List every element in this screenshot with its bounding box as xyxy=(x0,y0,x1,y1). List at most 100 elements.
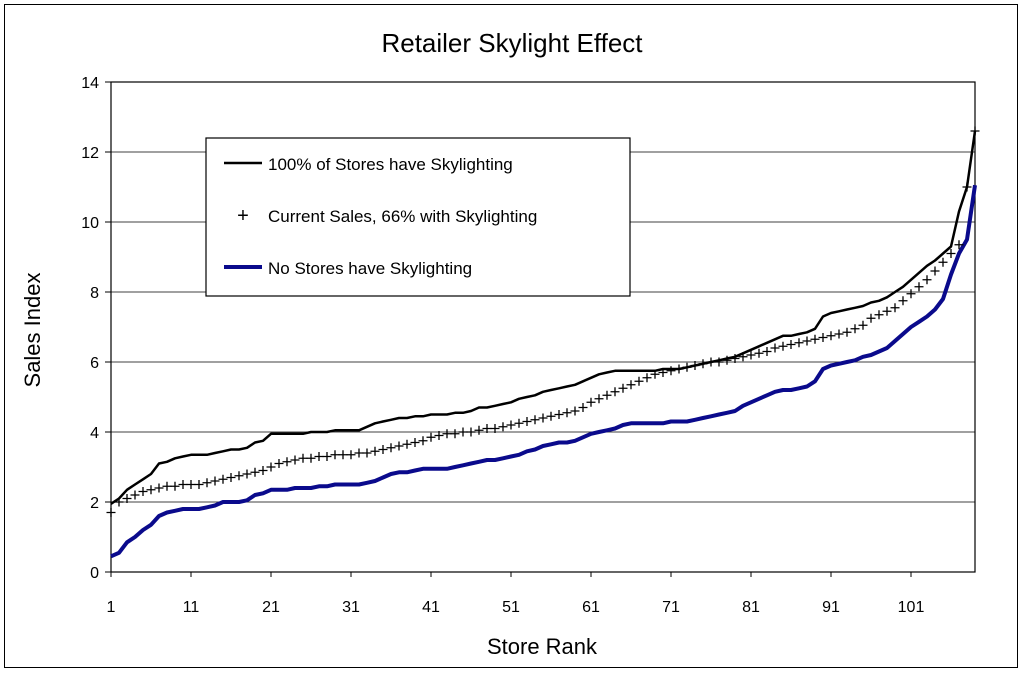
current-sales-marker xyxy=(658,368,668,377)
current-sales-marker xyxy=(914,282,924,292)
current-sales-marker xyxy=(922,275,932,285)
current-sales-marker xyxy=(450,429,460,439)
y-axis-ticks: 0 2 4 6 8 10 12 14 xyxy=(81,75,111,582)
x-tick-label: 11 xyxy=(183,599,200,616)
current-sales-marker xyxy=(306,453,316,463)
current-sales-marker xyxy=(706,357,716,367)
current-sales-marker xyxy=(530,415,540,425)
current-sales-marker xyxy=(898,296,908,306)
current-sales-marker xyxy=(194,480,204,489)
series-no-skylighting-line xyxy=(110,184,977,559)
x-tick-label: 101 xyxy=(898,599,925,616)
y-tick-label: 8 xyxy=(90,285,99,302)
x-tick-label: 91 xyxy=(822,599,840,616)
current-sales-marker xyxy=(506,420,516,430)
current-sales-marker xyxy=(186,480,196,489)
current-sales-marker xyxy=(482,424,492,433)
current-sales-marker xyxy=(426,432,436,442)
current-sales-marker xyxy=(938,257,948,267)
y-tick-label: 6 xyxy=(90,355,99,372)
current-sales-marker xyxy=(330,450,340,460)
current-sales-marker xyxy=(282,457,292,467)
x-tick-label: 61 xyxy=(582,599,600,616)
legend-label-none: No Stores have Skylighting xyxy=(268,259,472,278)
series-layer xyxy=(106,126,980,559)
current-sales-marker xyxy=(834,329,844,339)
current-sales-marker xyxy=(178,480,188,489)
current-sales-marker xyxy=(250,467,260,477)
y-tick-label: 0 xyxy=(90,565,99,582)
series-100pct-skylighting-line xyxy=(110,130,977,505)
current-sales-marker xyxy=(386,443,396,453)
current-sales-marker xyxy=(314,452,324,461)
x-axis-label: Store Rank xyxy=(487,634,598,659)
current-sales-marker xyxy=(578,403,588,412)
y-tick-label: 4 xyxy=(90,425,99,442)
chart-frame xyxy=(4,4,1018,668)
current-sales-marker xyxy=(138,487,148,496)
x-tick-label: 81 xyxy=(742,599,760,616)
chart-title: Retailer Skylight Effect xyxy=(381,28,643,58)
current-sales-marker xyxy=(114,497,124,507)
current-sales-marker xyxy=(474,425,484,435)
current-sales-marker xyxy=(738,352,748,362)
current-sales-marker xyxy=(458,427,468,437)
current-sales-marker xyxy=(954,240,964,250)
current-sales-marker xyxy=(842,327,852,337)
current-sales-marker xyxy=(362,448,372,458)
y-tick-label: 12 xyxy=(81,145,99,162)
current-sales-marker xyxy=(810,334,820,344)
current-sales-marker xyxy=(634,376,644,386)
current-sales-marker xyxy=(418,436,428,446)
current-sales-marker xyxy=(266,462,276,472)
legend-label-100pct: 100% of Stores have Skylighting xyxy=(268,155,513,174)
current-sales-marker xyxy=(554,410,564,419)
current-sales-marker xyxy=(698,359,708,369)
current-sales-marker xyxy=(874,310,884,320)
current-sales-marker xyxy=(906,289,916,299)
current-sales-marker xyxy=(490,424,500,433)
current-sales-marker xyxy=(354,448,364,458)
current-sales-marker xyxy=(562,408,572,418)
current-sales-marker xyxy=(882,306,892,316)
x-tick-label: 51 xyxy=(502,599,520,616)
current-sales-marker xyxy=(762,347,772,356)
current-sales-marker xyxy=(434,431,444,440)
plot-area xyxy=(110,81,976,573)
current-sales-marker xyxy=(234,471,244,481)
x-tick-label: 1 xyxy=(107,599,116,616)
current-sales-marker xyxy=(514,418,524,428)
current-sales-marker xyxy=(786,340,796,349)
current-sales-marker xyxy=(346,450,356,460)
legend-label-current: Current Sales, 66% with Skylighting xyxy=(268,207,537,226)
current-sales-marker xyxy=(522,417,532,426)
current-sales-marker xyxy=(466,427,476,437)
current-sales-marker xyxy=(802,336,812,346)
current-sales-marker xyxy=(122,494,132,503)
current-sales-marker xyxy=(378,445,388,454)
current-sales-marker xyxy=(946,249,956,258)
current-sales-marker xyxy=(402,439,412,449)
current-sales-marker xyxy=(290,455,300,465)
y-tick-label: 2 xyxy=(90,495,99,512)
current-sales-marker xyxy=(370,446,380,456)
legend-swatch-current: + xyxy=(237,205,249,227)
current-sales-marker xyxy=(754,348,764,358)
x-axis-ticks: 1 11 21 31 41 51 61 71 81 91 101 xyxy=(107,572,925,616)
current-sales-marker xyxy=(546,411,556,421)
current-sales-marker xyxy=(538,413,548,423)
y-tick-label: 10 xyxy=(81,215,99,232)
current-sales-marker xyxy=(586,397,596,407)
current-sales-marker xyxy=(218,474,228,484)
current-sales-marker xyxy=(890,303,900,313)
current-sales-marker xyxy=(298,453,308,463)
current-sales-marker xyxy=(746,350,756,360)
current-sales-marker xyxy=(394,441,404,451)
current-sales-marker xyxy=(866,313,876,323)
current-sales-marker xyxy=(610,387,620,397)
current-sales-marker xyxy=(826,331,836,341)
current-sales-marker xyxy=(730,354,740,363)
current-sales-marker xyxy=(962,182,972,192)
current-sales-marker xyxy=(226,473,236,482)
current-sales-marker xyxy=(162,481,172,491)
